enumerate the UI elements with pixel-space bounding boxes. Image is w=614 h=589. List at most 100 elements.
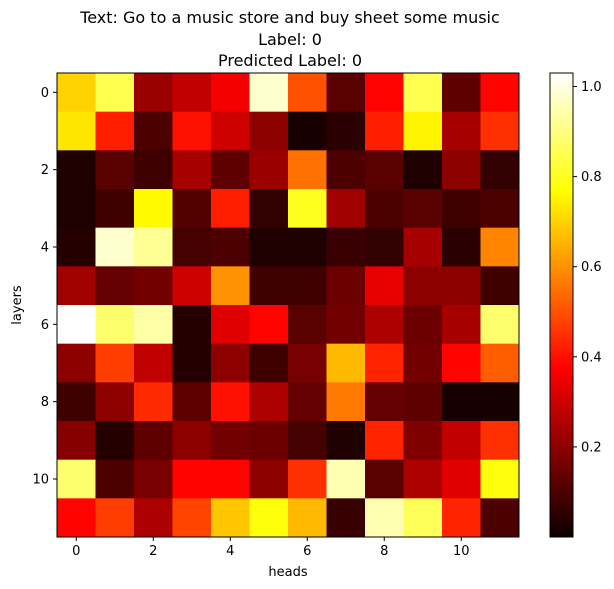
x-tick-label: 6 [303,544,311,559]
heatmap-cell [288,73,327,113]
heatmap-cell [403,266,443,306]
heatmap-cell [172,459,212,499]
heatmap-cell [365,266,404,306]
heatmap-cell [95,111,135,151]
heatmap-cell [403,421,443,461]
heatmap-cell [288,305,327,345]
heatmap-cell [288,343,327,383]
heatmap-cell [365,73,404,113]
heatmap-cell [249,421,289,461]
heatmap-cell [326,343,366,383]
heatmap-cell [403,343,443,383]
heatmap-cell [134,343,173,383]
heatmap-cell [134,382,173,422]
heatmap-cell [365,227,404,267]
heatmap-cell [326,150,366,190]
heatmap-cell [211,227,250,267]
heatmap-cell [172,305,212,345]
heatmap-cell [57,227,96,267]
heatmap-cell [57,382,96,422]
heatmap-cell [442,227,481,267]
colorbar-tick-label: 0.8 [581,170,602,185]
heatmap-cell [172,266,212,306]
heatmap-cell [403,459,443,499]
heatmap-cell [57,111,96,151]
colorbar-ticks: 0.2 0.4 0.6 0.8 1.0 [573,80,602,455]
heatmap-cell [211,266,250,306]
heatmap-cell [95,73,135,113]
y-tick-label: 4 [41,241,49,256]
heatmap-cell [365,421,404,461]
heatmap-cell [403,498,443,538]
x-tick-label: 0 [72,544,80,559]
heatmap-cell [288,421,327,461]
y-tick-label: 0 [41,86,49,101]
heatmap-cell [134,421,173,461]
y-tick-label: 10 [32,473,49,488]
colorbar-tick-label: 1.0 [581,80,602,95]
heatmap-cell [249,382,289,422]
heatmap-cell [326,305,366,345]
heatmap-cell [134,498,173,538]
heatmap-cell [95,305,135,345]
heatmap-cell [211,73,250,113]
heatmap-cell [442,150,481,190]
heatmap-cell [326,266,366,306]
heatmap-cell [480,111,520,151]
heatmap-cell [134,150,173,190]
heatmap-cell [134,227,173,267]
heatmap-cell [134,305,173,345]
heatmap-cell [480,150,520,190]
heatmap-cell [134,266,173,306]
heatmap-cell [95,382,135,422]
heatmap-cell [95,498,135,538]
heatmap-cell [403,382,443,422]
heatmap-cell [172,111,212,151]
plot-frame [56,72,520,538]
heatmap-cell [211,421,250,461]
heatmap-cell [403,305,443,345]
heatmap-cell [480,266,520,306]
heatmap-cell [326,498,366,538]
heatmap-cell [326,421,366,461]
heatmap-cell [57,421,96,461]
title-label-line: Label: 0 [258,30,322,49]
heatmap-cell [480,227,520,267]
y-axis: 0 2 4 6 8 10 [32,86,57,488]
heatmap-cell [288,189,327,229]
heatmap-cell [326,382,366,422]
heatmap-cell [172,189,212,229]
heatmap-cell [403,189,443,229]
heatmap-cell [326,73,366,113]
heatmap-cell [288,459,327,499]
heatmap-cell [172,343,212,383]
heatmap-cell [442,111,481,151]
heatmap-cell [249,266,289,306]
heatmap-cell [442,266,481,306]
heatmap-cell [403,111,443,151]
heatmap-cell [172,73,212,113]
heatmap-cell [403,73,443,113]
heatmap-cell [442,382,481,422]
heatmap-cell [442,343,481,383]
x-axis-label: heads [268,565,307,580]
y-tick-label: 6 [41,318,49,333]
heatmap-cell [211,382,250,422]
heatmap-cell [211,498,250,538]
heatmap-cell [95,459,135,499]
heatmap-cell [57,459,96,499]
heatmap-cell [249,227,289,267]
heatmap-cell [288,266,327,306]
heatmap-cells [57,73,520,538]
heatmap-cell [211,305,250,345]
heatmap-cell [249,305,289,345]
heatmap-cell [288,111,327,151]
y-tick-label: 2 [41,163,49,178]
heatmap-cell [57,73,96,113]
heatmap-cell [249,111,289,151]
heatmap-cell [480,305,520,345]
heatmap-cell [57,266,96,306]
heatmap-cell [249,343,289,383]
x-tick-label: 10 [453,544,470,559]
